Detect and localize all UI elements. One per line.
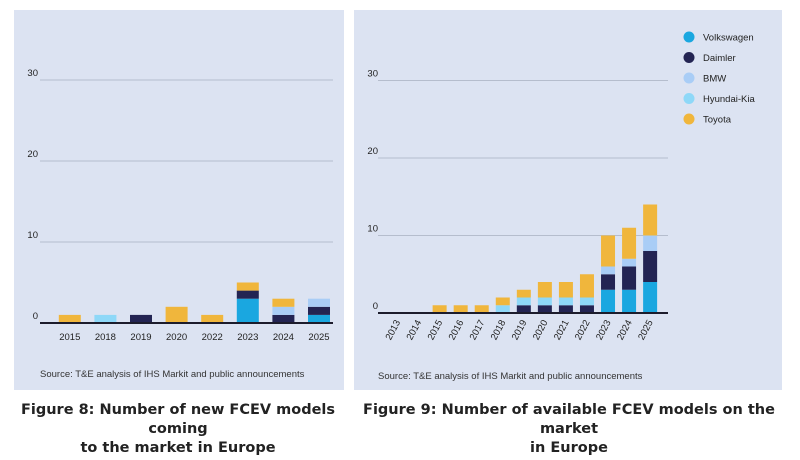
fig8-ytick-label: 30 xyxy=(27,68,38,79)
fig8-bar-daimler-2023 xyxy=(236,290,259,299)
fig9-legend-swatch-volkswagen xyxy=(683,31,695,43)
fig9-bar-toyota-2018 xyxy=(495,297,510,306)
fig9-xtick-label: 2016 xyxy=(447,318,467,342)
fig9-xtick-label: 2019 xyxy=(510,318,530,342)
fig8-ytick-label: 10 xyxy=(27,230,38,241)
fig9-xtick-label: 2017 xyxy=(468,318,488,342)
fig9-legend-swatch-hyundai-kia xyxy=(683,93,695,104)
fig8-bar-toyota-2015 xyxy=(58,314,81,323)
fig9-bar-bmw-2024 xyxy=(622,258,637,267)
fig8-xtick-label: 2020 xyxy=(166,332,187,343)
figure-8-caption-line2: to the market in Europe xyxy=(80,440,276,456)
fig8-xtick-label: 2015 xyxy=(59,332,80,343)
fig8-bar-bmw-2025 xyxy=(308,298,330,307)
fig8-xtick-label: 2024 xyxy=(273,332,294,343)
fig9-bar-bmw-2023 xyxy=(601,266,616,275)
fig9-legend-swatch-toyota xyxy=(683,113,695,125)
fig9-bar-volkswagen-2024 xyxy=(622,289,637,313)
fig8-bar-daimler-2025 xyxy=(308,306,330,315)
fig9-bar-toyota-2020 xyxy=(537,282,552,298)
figure-9-source: Source: T&E analysis of IHS Markit and p… xyxy=(378,371,643,382)
fig9-bar-toyota-2016 xyxy=(453,305,468,313)
fig9-bar-toyota-2024 xyxy=(622,227,637,259)
fig8-xtick-label: 2019 xyxy=(130,332,151,343)
fig8-ytick-label: 20 xyxy=(27,149,38,160)
fig8-bar-volkswagen-2025 xyxy=(308,314,330,323)
figure-8-caption-line1: Figure 8: Number of new FCEV models comi… xyxy=(20,402,336,437)
fig9-bar-toyota-2021 xyxy=(558,282,573,298)
fig8-xtick-label: 2022 xyxy=(202,332,223,343)
fig9-xtick-label: 2025 xyxy=(636,318,656,342)
fig9-ytick-label: 0 xyxy=(373,301,378,312)
fig9-legend-swatch-bmw xyxy=(683,72,695,84)
fig9-legend-label: Daimler xyxy=(703,53,736,64)
fig9-bar-hyundai-kia-2020 xyxy=(537,297,552,306)
fig9-ytick-label: 10 xyxy=(367,224,378,235)
figure-9-caption: Figure 9: Number of available FCEV model… xyxy=(354,401,784,458)
fig8-bar-toyota-2020 xyxy=(165,306,188,323)
fig9-xtick-label: 2022 xyxy=(573,318,593,342)
fig9-bar-volkswagen-2023 xyxy=(601,289,616,313)
fig9-legend-swatch-daimler xyxy=(683,52,695,63)
fig8-bar-toyota-2023 xyxy=(236,282,259,291)
fig9-bar-daimler-2023 xyxy=(601,274,616,290)
fig9-bar-daimler-2020 xyxy=(537,305,552,313)
fig9-bar-hyundai-kia-2018 xyxy=(495,305,510,313)
fig9-xtick-label: 2013 xyxy=(384,318,404,342)
figure-8-source: Source: T&E analysis of IHS Markit and p… xyxy=(40,369,305,380)
fig9-bar-toyota-2019 xyxy=(516,289,531,298)
fig8-ytick-label: 0 xyxy=(33,311,38,322)
fig9-bar-toyota-2025 xyxy=(643,204,658,236)
fig9-bar-daimler-2022 xyxy=(579,305,594,313)
fig9-bar-daimler-2024 xyxy=(622,266,637,290)
fig9-bar-hyundai-kia-2022 xyxy=(579,297,594,306)
fig9-xtick-label: 2015 xyxy=(426,318,446,342)
fig9-ytick-label: 30 xyxy=(367,69,378,80)
fig9-legend-label: BMW xyxy=(703,74,726,85)
fig9-legend-label: Hyundai-Kia xyxy=(703,94,755,105)
fig9-xtick-label: 2021 xyxy=(552,318,572,342)
fig9-legend-label: Volkswagen xyxy=(703,33,754,44)
fig9-bar-volkswagen-2025 xyxy=(643,282,658,313)
fig9-xtick-label: 2020 xyxy=(531,318,551,342)
fig9-bar-toyota-2023 xyxy=(601,235,616,267)
figure-9-caption-line2: in Europe xyxy=(530,440,608,456)
fig8-bar-toyota-2022 xyxy=(201,314,224,323)
fig9-legend-label: Toyota xyxy=(703,115,732,126)
fig9-xtick-label: 2014 xyxy=(405,318,425,342)
fig8-bar-bmw-2024 xyxy=(272,306,295,315)
fig8-xtick-label: 2023 xyxy=(237,332,258,343)
figure-8-caption: Figure 8: Number of new FCEV models comi… xyxy=(2,401,354,458)
fig9-xtick-label: 2024 xyxy=(615,318,635,342)
fig8-bar-volkswagen-2023 xyxy=(236,298,259,323)
fig9-bar-daimler-2021 xyxy=(558,305,573,313)
fig9-bar-daimler-2025 xyxy=(643,251,658,282)
fig9-ytick-label: 20 xyxy=(367,146,378,157)
fig9-bar-toyota-2015 xyxy=(432,305,447,313)
fig9-xtick-label: 2023 xyxy=(594,318,614,342)
fig9-bar-hyundai-kia-2021 xyxy=(558,297,573,306)
fig9-bar-daimler-2019 xyxy=(516,305,531,313)
fig9-xtick-label: 2018 xyxy=(489,318,509,342)
fig8-bar-toyota-2024 xyxy=(272,298,295,307)
figure-8-panel xyxy=(14,10,344,390)
fig8-bar-hyundai-kia-2018 xyxy=(94,314,117,323)
fig9-bar-toyota-2017 xyxy=(474,305,489,313)
fig9-bar-bmw-2025 xyxy=(643,235,658,251)
figure-9-caption-line1: Figure 9: Number of available FCEV model… xyxy=(363,402,775,437)
fig8-xtick-label: 2018 xyxy=(95,332,116,343)
fig8-xtick-label: 2025 xyxy=(308,332,329,343)
figure-9-panel xyxy=(354,10,782,390)
fig9-bar-toyota-2022 xyxy=(579,274,594,298)
fig8-bar-daimler-2019 xyxy=(130,314,152,323)
fig8-bar-daimler-2024 xyxy=(272,314,295,323)
fig9-bar-hyundai-kia-2019 xyxy=(516,297,531,306)
